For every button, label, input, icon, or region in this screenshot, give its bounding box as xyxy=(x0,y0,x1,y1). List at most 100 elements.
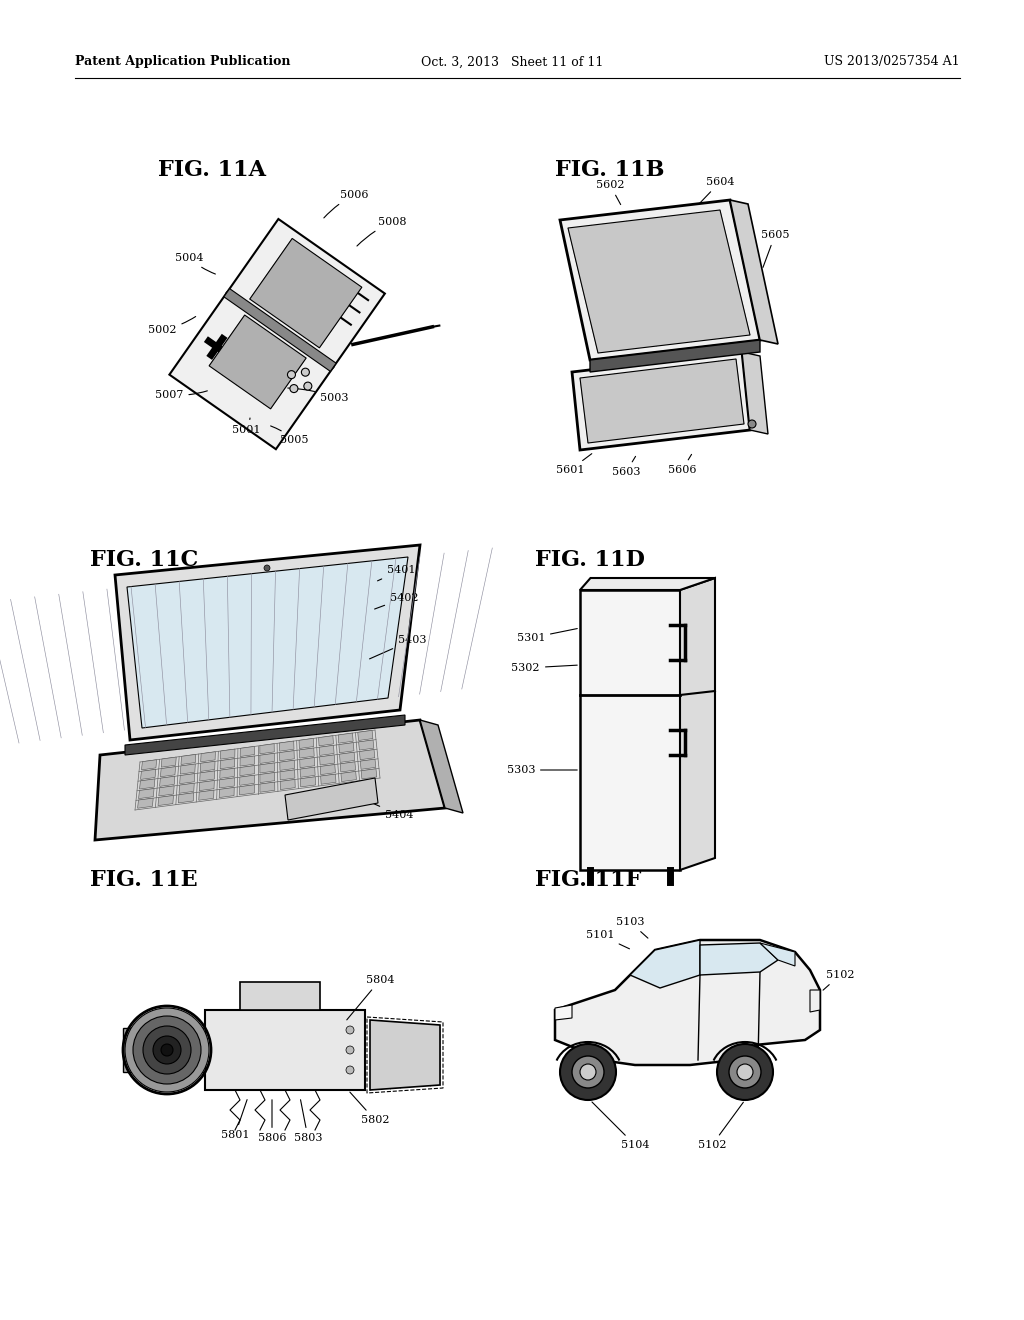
Polygon shape xyxy=(339,743,354,752)
Polygon shape xyxy=(240,982,319,1010)
Polygon shape xyxy=(137,799,154,808)
Polygon shape xyxy=(141,760,157,770)
Text: US 2013/0257354 A1: US 2013/0257354 A1 xyxy=(824,55,961,69)
Polygon shape xyxy=(742,352,768,434)
Polygon shape xyxy=(338,733,353,743)
Polygon shape xyxy=(340,762,355,772)
Polygon shape xyxy=(555,940,820,1065)
Polygon shape xyxy=(360,759,376,770)
Polygon shape xyxy=(181,755,196,764)
Polygon shape xyxy=(200,771,215,781)
Polygon shape xyxy=(321,764,336,775)
Text: FIG. 11D: FIG. 11D xyxy=(535,549,645,572)
Polygon shape xyxy=(201,751,215,762)
Text: Patent Application Publication: Patent Application Publication xyxy=(75,55,291,69)
Text: 5007: 5007 xyxy=(155,389,207,400)
Text: FIG. 11C: FIG. 11C xyxy=(90,549,199,572)
Polygon shape xyxy=(260,783,274,792)
Polygon shape xyxy=(260,754,274,763)
Polygon shape xyxy=(161,758,176,767)
Polygon shape xyxy=(180,764,196,774)
Text: 5006: 5006 xyxy=(324,190,369,218)
Polygon shape xyxy=(199,791,214,800)
Circle shape xyxy=(572,1056,604,1088)
Text: 5104: 5104 xyxy=(592,1102,649,1150)
Polygon shape xyxy=(240,775,255,785)
Polygon shape xyxy=(361,768,377,779)
Polygon shape xyxy=(300,767,315,777)
Polygon shape xyxy=(169,293,333,449)
Polygon shape xyxy=(680,578,715,870)
Text: 5804: 5804 xyxy=(347,975,394,1020)
Polygon shape xyxy=(572,352,750,450)
Text: 5008: 5008 xyxy=(357,216,407,246)
Polygon shape xyxy=(730,201,778,345)
Polygon shape xyxy=(299,748,314,758)
Polygon shape xyxy=(260,743,274,754)
Polygon shape xyxy=(810,990,820,1012)
Polygon shape xyxy=(321,774,336,784)
Text: FIG. 11B: FIG. 11B xyxy=(555,158,665,181)
Polygon shape xyxy=(590,341,760,372)
Text: 5803: 5803 xyxy=(294,1100,323,1143)
Circle shape xyxy=(153,1036,181,1064)
Polygon shape xyxy=(341,771,356,781)
Circle shape xyxy=(304,381,312,391)
Polygon shape xyxy=(115,545,420,741)
Circle shape xyxy=(301,368,309,376)
Text: 5805: 5805 xyxy=(124,1040,189,1052)
Polygon shape xyxy=(123,1028,205,1072)
Circle shape xyxy=(580,1064,596,1080)
Text: FIG. 11E: FIG. 11E xyxy=(90,869,198,891)
Circle shape xyxy=(346,1067,354,1074)
Text: 5602: 5602 xyxy=(596,180,625,205)
Text: 5004: 5004 xyxy=(175,253,215,275)
Text: FIG. 11F: FIG. 11F xyxy=(535,869,641,891)
Polygon shape xyxy=(201,762,215,771)
Polygon shape xyxy=(139,779,155,789)
Polygon shape xyxy=(140,770,156,779)
Polygon shape xyxy=(250,239,361,348)
Text: 5606: 5606 xyxy=(668,454,696,475)
Polygon shape xyxy=(240,756,255,766)
Polygon shape xyxy=(580,590,680,870)
Text: 5801: 5801 xyxy=(221,1100,249,1140)
Polygon shape xyxy=(370,1020,440,1090)
Text: 5101: 5101 xyxy=(586,931,630,949)
Polygon shape xyxy=(260,772,274,783)
Text: 5401: 5401 xyxy=(378,565,416,581)
Polygon shape xyxy=(160,776,175,787)
Polygon shape xyxy=(568,210,750,352)
Text: 5002: 5002 xyxy=(148,317,196,335)
Polygon shape xyxy=(127,557,408,729)
Polygon shape xyxy=(158,796,173,805)
Circle shape xyxy=(161,1044,173,1056)
Polygon shape xyxy=(280,760,295,771)
Polygon shape xyxy=(205,1010,365,1090)
Polygon shape xyxy=(630,940,700,987)
Text: 5802: 5802 xyxy=(350,1092,389,1125)
Text: 5001: 5001 xyxy=(232,418,260,436)
Text: 5806: 5806 xyxy=(258,1100,287,1143)
Polygon shape xyxy=(226,219,385,367)
Text: 5005: 5005 xyxy=(270,426,308,445)
Polygon shape xyxy=(224,289,336,371)
Text: 5601: 5601 xyxy=(556,454,592,475)
Polygon shape xyxy=(357,730,373,741)
Polygon shape xyxy=(299,738,313,748)
Circle shape xyxy=(346,1026,354,1034)
Polygon shape xyxy=(280,741,294,751)
Circle shape xyxy=(729,1056,761,1088)
Circle shape xyxy=(717,1044,773,1100)
Polygon shape xyxy=(138,788,154,799)
Polygon shape xyxy=(209,315,306,409)
Text: 5003: 5003 xyxy=(288,388,348,403)
Polygon shape xyxy=(95,719,445,840)
Polygon shape xyxy=(220,748,234,759)
Text: 5404: 5404 xyxy=(373,803,414,820)
Polygon shape xyxy=(555,1005,572,1020)
Polygon shape xyxy=(319,755,335,766)
Polygon shape xyxy=(260,763,274,774)
Circle shape xyxy=(560,1044,616,1100)
Polygon shape xyxy=(340,752,354,763)
